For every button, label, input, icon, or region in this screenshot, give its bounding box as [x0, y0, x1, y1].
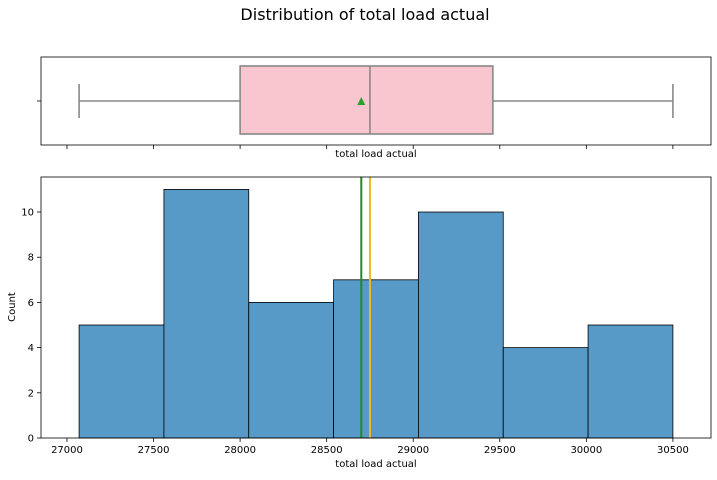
boxplot-mean-marker [357, 97, 366, 105]
boxplot-xlabel: total load actual [335, 149, 416, 160]
histogram-bars [78, 189, 674, 439]
chart-title: Distribution of total load actual [240, 5, 489, 24]
histogram-ylabel: Count [7, 292, 18, 322]
histogram-ytick-label: 6 [28, 298, 34, 309]
histogram-xtick-label: 30500 [657, 445, 689, 456]
histogram-ytick-label: 4 [28, 343, 34, 354]
histogram-xticks: 27000 27500 28000 28500 29000 29500 30000 30500 [51, 438, 689, 456]
histogram-bar [78, 324, 165, 439]
histogram-xtick-label: 28500 [311, 445, 343, 456]
histogram-xlabel: total load actual [335, 459, 416, 470]
histogram-bar [418, 211, 504, 439]
histogram-ytick-label: 2 [28, 388, 34, 399]
histogram-xtick-label: 29500 [484, 445, 516, 456]
histogram-ytick-label: 8 [28, 253, 34, 264]
histogram-xtick-label: 29000 [397, 445, 429, 456]
histogram-xtick-label: 28000 [224, 445, 256, 456]
histogram-bar [587, 324, 674, 439]
histogram-bar [502, 347, 589, 439]
boxplot-box [239, 65, 494, 135]
boxplot-panel: total load actual [37, 56, 712, 160]
histogram-ytick-label: 10 [21, 208, 34, 219]
boxplot-xticks [66, 145, 674, 149]
histogram-yticks: 0 2 4 6 8 10 [21, 208, 41, 445]
histogram-xtick-label: 27000 [51, 445, 83, 456]
histogram-bar [248, 302, 334, 439]
histogram-xtick-label: 27500 [138, 445, 170, 456]
histogram-bar [333, 279, 419, 439]
histogram-ytick-label: 0 [28, 434, 34, 445]
histogram-bar [163, 189, 250, 439]
histogram-frame [40, 176, 712, 439]
histogram-panel: 27000 27500 28000 28500 29000 29500 30000 30500… [7, 176, 712, 470]
histogram-xtick-label: 30000 [570, 445, 602, 456]
